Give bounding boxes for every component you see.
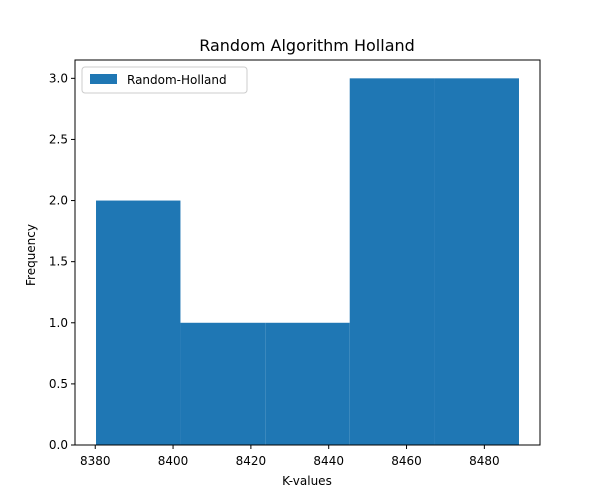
y-tick-label: 2.5 (49, 132, 68, 146)
x-tick-label: 8480 (469, 454, 500, 468)
y-axis-label: Frequency (24, 224, 38, 286)
histogram-bar (349, 78, 435, 445)
y-ticks-group: 0.0 0.5 1.0 1.5 2.0 2.5 3.0 (49, 71, 75, 452)
histogram-bar (180, 322, 266, 445)
x-tick-label: 8420 (236, 454, 267, 468)
x-tick-label: 8460 (391, 454, 422, 468)
x-ticks-group: 8380 8400 8420 8440 8460 8480 (80, 445, 500, 468)
x-tick-label: 8380 (80, 454, 111, 468)
y-tick-label: 1.5 (49, 255, 68, 269)
x-axis-label: K-values (282, 474, 332, 488)
histogram-bar (265, 322, 350, 445)
x-tick-label: 8440 (313, 454, 344, 468)
legend-box (81, 66, 248, 94)
histogram-bar (96, 200, 181, 445)
histogram-bar (434, 78, 519, 445)
chart-title: Random Algorithm Holland (199, 36, 415, 55)
axes-frame (74, 59, 541, 446)
y-tick-label: 0.0 (49, 438, 68, 452)
bars-group (96, 78, 519, 445)
legend-label: Random-Holland (127, 73, 227, 87)
y-tick-label: 3.0 (49, 71, 68, 85)
y-tick-label: 1.0 (49, 316, 68, 330)
y-tick-label: 2.0 (49, 194, 68, 208)
legend: Random-Holland (81, 66, 248, 94)
y-tick-label: 0.5 (49, 377, 68, 391)
x-tick-label: 8400 (158, 454, 189, 468)
legend-swatch (90, 74, 117, 84)
